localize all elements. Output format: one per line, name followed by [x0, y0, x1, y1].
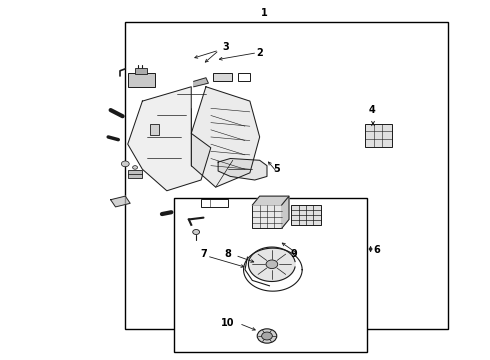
Bar [238, 73, 250, 81]
Bar [292, 205, 321, 225]
Text: 3: 3 [222, 42, 229, 52]
Bar [201, 199, 228, 207]
Bar [135, 68, 147, 74]
Bar [128, 73, 155, 87]
Text: 2: 2 [256, 48, 263, 58]
Text: 1: 1 [261, 8, 268, 18]
Polygon shape [282, 196, 289, 228]
Circle shape [133, 166, 138, 169]
Text: 7: 7 [200, 248, 207, 258]
Bar [125, 22, 448, 329]
Circle shape [122, 161, 129, 167]
Text: 9: 9 [291, 248, 297, 258]
Polygon shape [252, 196, 289, 205]
Polygon shape [128, 87, 211, 191]
Bar [252, 205, 282, 228]
Bar [128, 170, 143, 178]
Bar [365, 124, 392, 147]
Circle shape [266, 260, 278, 269]
Polygon shape [111, 196, 130, 207]
Polygon shape [248, 247, 295, 282]
Bar [174, 198, 367, 352]
Text: 8: 8 [224, 248, 231, 258]
Circle shape [262, 332, 272, 340]
Text: 4: 4 [368, 105, 375, 115]
Circle shape [193, 229, 199, 234]
Bar [213, 73, 232, 81]
Text: 6: 6 [373, 245, 380, 255]
Circle shape [257, 329, 277, 343]
Text: 10: 10 [221, 319, 235, 328]
Polygon shape [191, 87, 260, 187]
Polygon shape [218, 158, 267, 180]
Polygon shape [194, 78, 208, 87]
Text: 5: 5 [273, 164, 280, 174]
Bar [150, 125, 159, 135]
